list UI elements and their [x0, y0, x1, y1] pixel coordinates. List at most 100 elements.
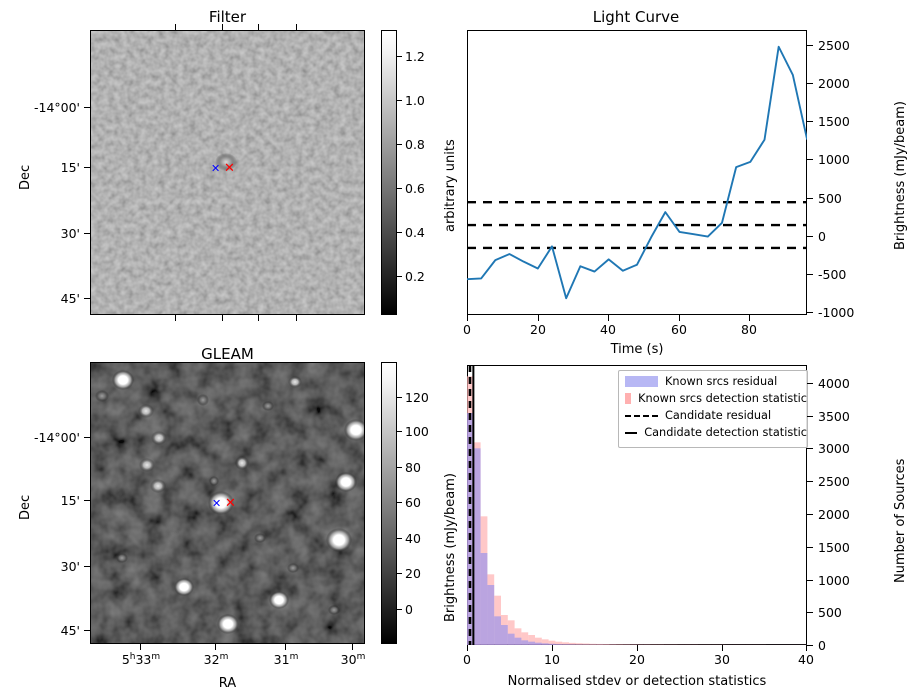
filter-ylabel: Dec — [18, 164, 33, 190]
hist-ytick-0 — [807, 645, 813, 647]
legend-label-0: Known srcs residual — [665, 375, 778, 388]
lc-ytick-label-5: 1500 — [818, 114, 850, 129]
hist-ytick-1 — [807, 612, 813, 614]
gleam-xtick-label-2: 31m — [273, 652, 299, 668]
filter-cbar-tick-3 — [397, 188, 402, 190]
lc-ytick-3 — [807, 198, 813, 200]
hist-xtick-0 — [467, 645, 469, 651]
gleam-image — [90, 362, 365, 644]
filter-title: Filter — [208, 8, 247, 26]
gleam-xtick-3 — [352, 644, 354, 650]
gleam-cbar-label-5: 20 — [405, 566, 421, 581]
lc-ytick-6 — [807, 83, 813, 85]
gleam-cbar-label-0: 120 — [405, 390, 429, 405]
legend-row-3: Candidate detection statistic — [619, 424, 807, 441]
filter-ytick-label-3: 45' — [60, 291, 80, 306]
filter-colorbar — [381, 30, 397, 315]
gleam-ytick-label-3: 45' — [60, 623, 80, 638]
lc-ytick-label-7: 2500 — [818, 38, 850, 53]
filter-marker-red-x: ✕ — [224, 161, 235, 176]
gleam-title: GLEAM — [201, 345, 254, 363]
hist-xtick-2 — [637, 645, 639, 651]
hist-ytick-4 — [807, 514, 813, 516]
lc-ytick-4 — [807, 159, 813, 161]
gleam-cbar-tick-2 — [397, 467, 402, 469]
legend-patch-known-srcs-residual — [625, 376, 658, 387]
lc-ytick-5 — [807, 121, 813, 123]
gleam-cbar-tick-3 — [397, 502, 402, 504]
lc-xtick-2 — [608, 315, 610, 321]
filter-cbar-label-1: 1.0 — [405, 93, 425, 108]
gleam-cbar-label-2: 80 — [405, 460, 421, 475]
gleam-ytick-3 — [84, 630, 90, 632]
gleam-cbar-tick-4 — [397, 538, 402, 540]
gleam-cbar-tick-1 — [397, 431, 402, 433]
gleam-axes-frame — [90, 362, 365, 644]
hist-ytick-label-0: 0 — [818, 638, 826, 653]
hist-ytick-7 — [807, 416, 813, 418]
gleam-cbar-label-4: 40 — [405, 531, 421, 546]
hist-xtick-3 — [722, 645, 724, 651]
gleam-cbar-label-6: 0 — [405, 602, 413, 617]
legend-line-candidate-detection-statistic — [625, 431, 638, 434]
hist-ytick-label-3: 1500 — [818, 540, 850, 555]
filter-image — [90, 30, 365, 315]
lc-xtick-label-1: 20 — [530, 322, 546, 337]
hist-xtick-1 — [552, 645, 554, 651]
filter-ytick-1 — [84, 167, 90, 169]
filter-cbar-tick-2 — [397, 144, 402, 146]
hist-ytick-label-4: 2000 — [818, 507, 850, 522]
lc-xtick-label-2: 40 — [600, 322, 616, 337]
histogram-plot — [467, 365, 807, 645]
lc-xtick-0 — [467, 315, 469, 321]
legend-line-candidate-residual — [625, 414, 658, 417]
hist-ytick-6 — [807, 448, 813, 450]
filter-xtick-3 — [296, 315, 298, 321]
hist-ytick-2 — [807, 580, 813, 582]
light-curve-xlabel: Time (s) — [610, 342, 664, 357]
gleam-ytick-2 — [84, 566, 90, 568]
gleam-colorbar — [381, 362, 397, 644]
gleam-colorbar-label: Brightness (mJy/beam) — [443, 473, 458, 622]
lc-xtick-label-0: 0 — [463, 322, 471, 337]
lc-ytick-label-1: -500 — [818, 267, 847, 282]
filter-cbar-tick-1 — [397, 100, 402, 102]
gleam-xtick-label-0: 5h33m — [121, 652, 161, 668]
gleam-sky-map — [90, 362, 365, 644]
histogram-xlabel: Normalised stdev or detection statistics — [507, 674, 767, 689]
gleam-marker-blue-x: ✕ — [212, 497, 222, 510]
legend-row-1: Known srcs detection statistic — [619, 390, 807, 407]
filter-xtick-top-2 — [258, 24, 260, 30]
legend-patch-known-srcs-detection-statistic — [625, 393, 632, 404]
filter-xtick-2 — [258, 315, 260, 321]
hist-ytick-8 — [807, 383, 813, 385]
filter-colorbar-label: arbitrary units — [443, 139, 458, 232]
filter-cbar-label-2: 0.8 — [405, 137, 425, 152]
gleam-ylabel: Dec — [18, 494, 33, 520]
filter-xtick-top-1 — [222, 24, 224, 30]
hist-ytick-3 — [807, 547, 813, 549]
lc-xtick-1 — [538, 315, 540, 321]
light-curve-axes-frame — [467, 30, 807, 315]
gleam-xtick-0 — [140, 644, 142, 650]
filter-xtick-top-0 — [175, 24, 177, 30]
gleam-ytick-label-0: -14°00' — [33, 430, 80, 445]
lc-ytick-label-6: 2000 — [818, 76, 850, 91]
filter-xtick-0 — [175, 315, 177, 321]
hist-ytick-label-1: 500 — [818, 605, 842, 620]
lc-ytick-label-0: -1000 — [818, 305, 855, 320]
gleam-marker-red-x: ✕ — [225, 496, 236, 511]
lc-ytick-0 — [807, 312, 813, 314]
filter-ytick-3 — [84, 298, 90, 300]
gleam-cbar-tick-6 — [397, 609, 402, 611]
filter-cbar-tick-5 — [397, 276, 402, 278]
light-curve-plot — [467, 45, 807, 300]
hist-xtick-label-0: 0 — [463, 652, 471, 667]
light-curve-title: Light Curve — [592, 8, 680, 26]
legend-label-1: Known srcs detection statistic — [638, 392, 807, 405]
legend-row-0: Known srcs residual — [619, 373, 807, 390]
filter-noise-map — [90, 30, 365, 315]
lc-xtick-label-3: 60 — [671, 322, 687, 337]
gleam-ytick-label-1: 15' — [60, 493, 80, 508]
